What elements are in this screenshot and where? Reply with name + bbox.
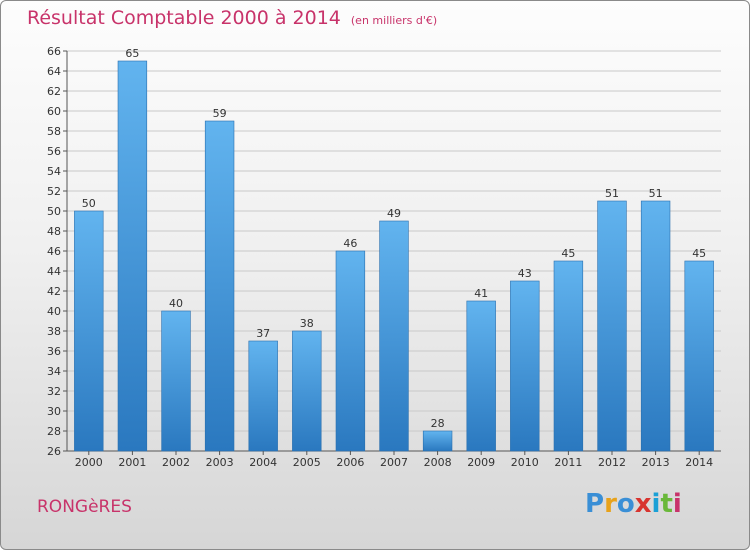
bar-2002: [161, 310, 191, 452]
bar-2000: [74, 210, 104, 452]
x-tick-label: 2014: [685, 456, 713, 469]
logo-letter: P: [585, 489, 605, 519]
logo-letter: x: [634, 489, 652, 519]
bar-2006: [335, 250, 366, 452]
bar-value-label: 51: [649, 187, 663, 200]
x-tick-label: 2010: [511, 456, 539, 469]
bar-value-label: 41: [474, 287, 488, 300]
bar-value-label: 49: [387, 207, 401, 220]
bar-value-label: 50: [82, 197, 96, 210]
bar-value-label: 51: [605, 187, 619, 200]
proxiti-logo: Proxiti: [585, 489, 682, 519]
y-tick-label: 32: [47, 385, 61, 398]
x-tick-label: 2003: [206, 456, 234, 469]
y-tick-label: 66: [47, 45, 61, 58]
y-tick-label: 60: [47, 105, 61, 118]
commune-name: RONGèRES: [37, 497, 132, 517]
y-tick-label: 58: [47, 125, 61, 138]
x-tick-label: 2008: [424, 456, 452, 469]
x-tick-label: 2012: [598, 456, 626, 469]
y-tick-label: 40: [47, 305, 61, 318]
y-tick-label: 50: [47, 205, 61, 218]
bar-2013: [640, 200, 671, 452]
y-tick-label: 34: [47, 365, 61, 378]
logo-letter: i: [651, 489, 661, 519]
y-tick-label: 38: [47, 325, 61, 338]
y-tick-label: 36: [47, 345, 61, 358]
bar-value-label: 38: [300, 317, 314, 330]
bar-2010: [510, 280, 540, 452]
logo-letter: t: [660, 489, 673, 519]
y-tick-label: 54: [47, 165, 61, 178]
chart-title-main: Résultat Comptable 2000 à 2014: [27, 7, 341, 29]
bar-value-label: 45: [561, 247, 575, 260]
logo-letter: r: [604, 489, 617, 519]
y-tick-label: 26: [47, 445, 61, 458]
y-tick-label: 30: [47, 405, 61, 418]
y-tick-label: 48: [47, 225, 61, 238]
x-tick-label: 2004: [249, 456, 277, 469]
y-tick-label: 28: [47, 425, 61, 438]
bar-2005: [292, 330, 322, 452]
y-tick-label: 64: [47, 65, 61, 78]
bar-value-label: 40: [169, 297, 183, 310]
bar-value-label: 45: [692, 247, 706, 260]
x-tick-label: 2002: [162, 456, 190, 469]
y-tick-label: 52: [47, 185, 61, 198]
bar-value-label: 46: [343, 237, 357, 250]
bar-2012: [597, 200, 627, 452]
logo-letter: o: [616, 489, 635, 519]
x-tick-label: 2013: [642, 456, 670, 469]
x-tick-label: 2006: [336, 456, 364, 469]
x-tick-label: 2007: [380, 456, 408, 469]
chart-title: Résultat Comptable 2000 à 2014 (en millie…: [27, 7, 437, 29]
y-tick-label: 42: [47, 285, 61, 298]
x-tick-label: 2001: [118, 456, 146, 469]
bar-2007: [379, 220, 409, 452]
bar-2009: [466, 300, 496, 452]
bar-2011: [553, 260, 584, 452]
bar-2004: [248, 340, 278, 452]
x-tick-label: 2005: [293, 456, 321, 469]
bar-value-label: 59: [213, 107, 227, 120]
bar-value-label: 37: [256, 327, 270, 340]
x-tick-label: 2000: [75, 456, 103, 469]
x-tick-label: 2011: [554, 456, 582, 469]
bar-value-label: 43: [518, 267, 532, 280]
bar-2014: [684, 260, 714, 452]
x-tick-label: 2009: [467, 456, 495, 469]
y-tick-label: 62: [47, 85, 61, 98]
y-tick-label: 46: [47, 245, 61, 258]
bar-2001: [117, 60, 148, 452]
bar-2008: [422, 430, 453, 452]
logo-letter: i: [672, 489, 682, 519]
y-tick-label: 56: [47, 145, 61, 158]
chart-title-unit: (en milliers d'€): [350, 14, 438, 27]
bar-value-label: 65: [125, 47, 139, 60]
bar-value-label: 28: [431, 417, 445, 430]
bar-2003: [204, 120, 235, 452]
y-tick-label: 44: [47, 265, 61, 278]
